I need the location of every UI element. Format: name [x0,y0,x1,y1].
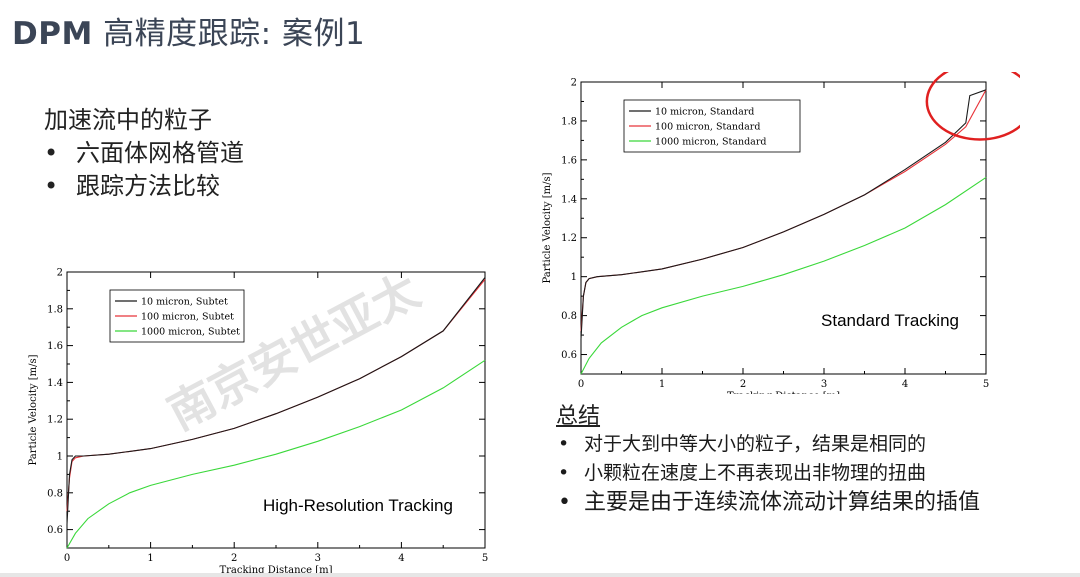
x-tick-label: 0 [578,379,584,390]
summary-item: 小颗粒在速度上不再表现出非物理的扭曲 [556,459,980,488]
y-tick-label: 0.6 [47,525,63,536]
page-title: DPM 高精度跟踪: 案例1 [12,8,365,53]
intro-list: 六面体网格管道 跟踪方法比较 [44,137,244,203]
intro-block: 加速流中的粒子 六面体网格管道 跟踪方法比较 [44,104,244,203]
x-tick-label: 1 [659,379,665,390]
y-tick-label: 1.8 [47,304,63,315]
x-axis-label: Tracking Distance [m] [727,391,840,394]
y-tick-label: 1.6 [47,341,63,352]
intro-item: 六面体网格管道 [44,137,244,170]
legend-label: 1000 micron, Subtet [141,327,240,338]
legend-label: 100 micron, Subtet [141,312,234,323]
x-tick-label: 5 [482,553,488,564]
legend-label: 1000 micron, Standard [655,137,766,148]
x-tick-label: 3 [315,553,321,564]
series-line-black [66,277,486,525]
title-bold: DPM [12,16,93,52]
legend-label: 100 micron, Standard [655,122,760,133]
series-line-black [580,89,987,340]
summary-heading: 总结 [556,404,601,429]
y-tick-label: 1 [57,452,63,463]
x-tick-label: 1 [147,553,153,564]
series-line-green [580,176,987,375]
chart-annotation: High-Resolution Tracking [263,496,453,515]
x-tick-label: 2 [231,553,237,564]
y-tick-label: 0.6 [561,350,577,361]
summary-list: 对于大到中等大小的粒子，结果是相同的 小颗粒在速度上不再表现出非物理的扭曲 主要… [556,430,980,517]
intro-item: 跟踪方法比较 [44,170,244,203]
y-axis-label: Particle Velocity [m/s] [28,354,39,465]
series-line-green [66,359,486,549]
x-tick-label: 2 [740,379,746,390]
y-tick-label: 1.8 [561,116,577,127]
y-axis-label: Particle Velocity [m/s] [542,172,553,283]
x-tick-label: 4 [902,379,908,390]
y-tick-label: 1.6 [561,155,577,166]
y-tick-label: 1.2 [561,233,577,244]
y-tick-label: 1.4 [561,194,577,205]
x-tick-label: 0 [64,553,70,564]
title-rest: 高精度跟踪: 案例1 [92,16,366,52]
x-axis-label: Tracking Distance [m] [219,565,332,576]
x-tick-label: 5 [983,379,989,390]
summary-block: 总结 对于大到中等大小的粒子，结果是相同的 小颗粒在速度上不再表现出非物理的扭曲… [556,398,980,517]
legend-box [623,99,801,153]
legend-label: 10 micron, Standard [655,107,754,118]
x-tick-label: 3 [821,379,827,390]
summary-item: 对于大到中等大小的粒子，结果是相同的 [556,430,980,459]
y-tick-label: 1 [571,272,577,283]
highlight-circle [925,72,1020,141]
y-tick-label: 1.2 [47,415,63,426]
y-tick-label: 2 [571,78,577,89]
y-tick-label: 0.8 [47,488,63,499]
x-tick-label: 4 [398,553,404,564]
intro-heading: 加速流中的粒子 [44,106,212,134]
summary-item: 主要是由于连续流体流动计算结果的插值 [556,488,980,517]
y-tick-label: 2 [57,268,63,279]
y-tick-label: 1.4 [47,378,63,389]
chart-annotation: Standard Tracking [821,311,959,330]
legend-label: 10 micron, Subtet [141,297,228,308]
y-tick-label: 0.8 [561,311,577,322]
footer-divider [0,573,1080,577]
